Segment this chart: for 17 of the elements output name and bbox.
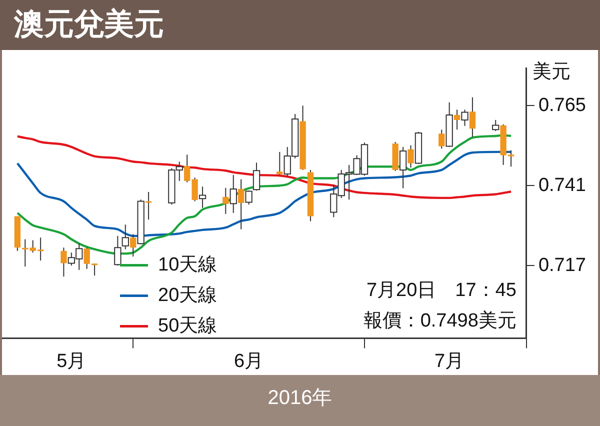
annotation: 報價：0.7498美元 — [363, 309, 516, 332]
x-tick-label: 5月 — [56, 350, 86, 372]
x-axis-title: 2016年 — [0, 375, 600, 426]
y-tick-label: 0.741 — [538, 174, 586, 196]
line-series — [16, 150, 512, 238]
line-series — [16, 135, 512, 200]
legend-label: 10天線 — [158, 254, 218, 276]
annotation: 7月20日 17：45 — [366, 280, 516, 301]
y-tick-label: 0.717 — [538, 254, 586, 276]
candlestick — [22, 238, 28, 268]
x-tick-label: 7月 — [434, 350, 464, 372]
legend-label: 20天線 — [158, 284, 218, 306]
y-axis-title: 美元 — [532, 60, 570, 83]
chart-title: 澳元兌美元 — [14, 6, 164, 43]
y-tick-label: 0.765 — [538, 94, 586, 116]
x-tick-label: 6月 — [234, 350, 264, 372]
legend-label: 50天線 — [158, 315, 218, 336]
